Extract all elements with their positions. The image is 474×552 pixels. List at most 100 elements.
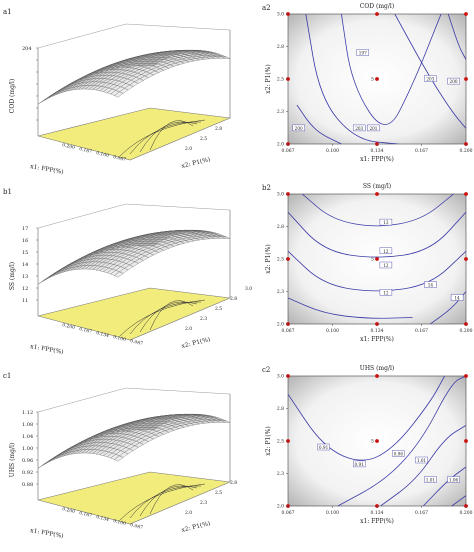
center-point-label: 5 — [371, 439, 374, 445]
y-tick-label: 2.8 — [215, 126, 222, 132]
contour-label-box — [424, 476, 437, 483]
panel-label: c1 — [3, 372, 11, 380]
y-tick-label: 2.5 — [277, 257, 284, 263]
contour-label: 1.06 — [449, 478, 459, 483]
contour-label: 1.01 — [417, 458, 427, 463]
y-tick-label: 2.5 — [200, 136, 207, 142]
surface-plot-c1: c1 1.12 1.08 1.04 1.00 0.96 0.92 0.88 UHS (mg/l)… — [3, 372, 237, 540]
y-tick-label: 2.5 — [215, 306, 222, 312]
y-tick-label: 2.8 — [277, 44, 284, 50]
z-tick-label: 0.88 — [22, 482, 33, 488]
contour-label: 203 — [426, 77, 434, 82]
y-tick-label: 2.5 — [277, 77, 284, 83]
contour-line — [305, 14, 399, 144]
z-tick-label: 1.04 — [22, 434, 33, 440]
x-tick-label: 0.067 — [130, 522, 144, 531]
contour-title: SS (mg/l) — [363, 183, 391, 190]
y-tick-label: 2.5 — [277, 439, 284, 445]
contour-title: UHS (mg/l) — [360, 365, 394, 372]
contour-label: 0.91 — [319, 445, 329, 450]
surface-mesh — [37, 50, 231, 105]
y-tick-label: 2.3 — [277, 109, 284, 115]
z-axis-label: SS (mg/l) — [9, 262, 16, 290]
contour-label-box — [292, 124, 305, 132]
base-contour — [149, 484, 194, 515]
contour-plot-a2: a2 COD (mg/l) 197 200 201 203 200 203 5 0.067 0.10… — [262, 3, 473, 163]
x-tick-label: 0.200 — [62, 322, 76, 331]
x-tick-label: 0.134 — [371, 510, 384, 516]
contour-label: 12 — [383, 249, 389, 254]
y-tick-label: 2.0 — [277, 322, 284, 328]
center-point-label: 5 — [371, 77, 374, 83]
back-edge — [37, 203, 127, 229]
contour-label-box — [424, 281, 437, 288]
contour-line — [301, 194, 454, 227]
design-point — [375, 257, 379, 261]
contour-title: COD (mg/l) — [360, 3, 394, 10]
surface-cell — [221, 56, 231, 59]
x-tick-label: 0.100 — [326, 148, 339, 154]
z-tick-label: 1.12 — [22, 410, 33, 416]
y-axis-label: x2: P1(%) — [265, 64, 272, 93]
y-tick-label: 2.8 — [230, 296, 237, 302]
contour-line — [430, 291, 466, 324]
x-tick-label: 0.134 — [96, 514, 110, 523]
x-tick-label: 0.100 — [113, 334, 127, 343]
contour-line — [288, 250, 466, 292]
x-tick-label: 0.200 — [460, 148, 473, 154]
contour-label-box — [415, 456, 428, 464]
contour-line — [341, 14, 442, 125]
base-contour — [149, 120, 194, 151]
contour-label: 201 — [369, 126, 377, 131]
y-tick-label: 3.0 — [245, 286, 252, 292]
y-axis-label: x2: P1(%) — [181, 156, 211, 170]
contour-plot-b2: b2 SS (mg/l) 13 12 12 12 14 14 5 0.067 0.100 0.134 0… — [262, 183, 473, 343]
contour-label-box — [450, 294, 464, 301]
z-tick-label: 15 — [22, 250, 28, 256]
x-tick-label: 0.067 — [113, 154, 127, 163]
contour-label: 13 — [383, 220, 389, 225]
contour-label: 12 — [383, 263, 389, 268]
x-axis-label: x1: FPP(%) — [360, 156, 394, 163]
y-tick-label: 2.0 — [277, 142, 284, 148]
contour-label: 200 — [295, 126, 303, 131]
z-tick-label: 0.92 — [22, 470, 33, 476]
x-tick-label: 0.134 — [371, 148, 384, 154]
x-tick-label: 0.100 — [326, 328, 339, 334]
panel-label: c2 — [262, 366, 270, 374]
surface-cell — [221, 420, 231, 423]
design-point — [375, 374, 379, 378]
z-tick-label: 13 — [22, 274, 28, 280]
contour-label: 0.91 — [355, 462, 365, 467]
design-point — [464, 257, 468, 261]
contour-label: 197 — [359, 51, 367, 56]
y-tick-label: 2.5 — [215, 490, 222, 496]
contour-label-box — [424, 75, 437, 82]
back-edge — [125, 23, 231, 31]
x-tick-label: 0.200 — [460, 328, 473, 334]
z-axis-label: UHS (mg/l) — [9, 443, 16, 477]
design-point — [464, 374, 468, 378]
y-tick-label: 2.8 — [277, 224, 284, 230]
y-tick-label: 2.3 — [277, 471, 284, 477]
design-point — [464, 439, 468, 443]
x-tick-label: 0.200 — [62, 142, 76, 151]
contour-line — [288, 376, 445, 461]
design-point — [464, 192, 468, 196]
x-tick-label: 0.067 — [282, 328, 295, 334]
base-plane — [37, 287, 232, 341]
contour-label-box — [379, 261, 393, 269]
x-tick-label: 0.134 — [96, 330, 110, 339]
x-tick-label: 0.167 — [415, 510, 428, 516]
design-point — [375, 12, 379, 16]
x-tick-label: 0.167 — [79, 326, 93, 335]
contour-line — [288, 297, 413, 319]
back-edge — [37, 387, 127, 413]
surface-mesh — [37, 414, 231, 469]
z-tick-label: 14 — [22, 262, 28, 268]
z-tick-label: 204 — [22, 46, 32, 52]
x-axis-label: x1: FPP(%) — [360, 336, 394, 343]
y-tick-label: 2.3 — [200, 316, 207, 322]
z-tick-label: 1.00 — [22, 446, 33, 452]
